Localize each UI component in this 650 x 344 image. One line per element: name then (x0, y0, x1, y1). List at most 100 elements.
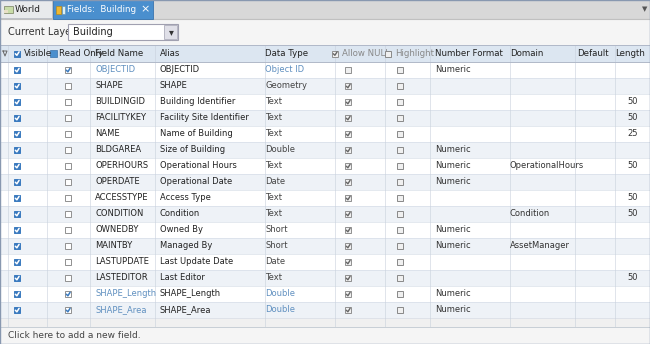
Text: Numeric: Numeric (435, 178, 471, 186)
Text: Building Identifier: Building Identifier (160, 97, 235, 107)
Text: Text: Text (265, 209, 282, 218)
Bar (345, 195, 351, 201)
Text: Current Layer: Current Layer (8, 27, 75, 37)
Text: ACCESSTYPE: ACCESSTYPE (95, 193, 148, 203)
Bar (14, 195, 20, 201)
Text: SHAPE: SHAPE (160, 82, 188, 90)
Text: OPERHOURS: OPERHOURS (95, 161, 148, 171)
Bar (0, 206, 650, 222)
Bar (345, 67, 351, 73)
Text: OBJECTID: OBJECTID (160, 65, 200, 75)
Text: Numeric: Numeric (435, 65, 471, 75)
Bar (0, 142, 650, 158)
Text: Double: Double (265, 305, 295, 314)
Bar (397, 291, 403, 297)
Text: Visible: Visible (24, 49, 52, 58)
Bar (397, 99, 403, 105)
Text: Condition: Condition (160, 209, 200, 218)
Text: Access Type: Access Type (160, 193, 211, 203)
Text: BUILDINGID: BUILDINGID (95, 97, 145, 107)
Bar (0, 45, 650, 62)
Bar (0, 0, 52, 18)
Text: CONDITION: CONDITION (95, 209, 144, 218)
Bar (0, 0, 650, 19)
Bar (397, 179, 403, 185)
Text: SHAPE_Length: SHAPE_Length (160, 290, 221, 299)
Text: Managed By: Managed By (160, 241, 213, 250)
Bar (14, 115, 20, 121)
Bar (0, 190, 650, 206)
Text: Condition: Condition (510, 209, 551, 218)
Bar (397, 227, 403, 233)
Bar (345, 291, 351, 297)
Bar (14, 259, 20, 265)
Bar (14, 179, 20, 185)
Bar (0, 222, 650, 238)
Bar (65, 131, 71, 137)
Text: Operational Hours: Operational Hours (160, 161, 237, 171)
Bar (14, 291, 20, 297)
Bar (397, 243, 403, 249)
Text: Text: Text (265, 114, 282, 122)
Bar (50, 50, 57, 57)
Bar (345, 307, 351, 313)
Bar (14, 307, 20, 313)
Text: Geometry: Geometry (265, 82, 307, 90)
Bar (0, 110, 650, 126)
Bar (65, 259, 71, 265)
Text: Domain: Domain (510, 49, 543, 58)
Text: Click here to add a new field.: Click here to add a new field. (8, 331, 140, 340)
Text: OWNEDBY: OWNEDBY (95, 226, 138, 235)
Text: SHAPE_Area: SHAPE_Area (160, 305, 211, 314)
Text: Text: Text (265, 161, 282, 171)
Bar (332, 51, 338, 56)
Text: OperationalHours: OperationalHours (510, 161, 584, 171)
Bar (397, 163, 403, 169)
Bar (345, 99, 351, 105)
Bar (397, 131, 403, 137)
Text: 50: 50 (627, 97, 638, 107)
Text: OBJECTID: OBJECTID (95, 65, 135, 75)
Bar (0, 19, 650, 45)
Text: Name of Building: Name of Building (160, 129, 233, 139)
Bar (14, 275, 20, 281)
Text: Data Type: Data Type (265, 49, 308, 58)
Bar (0, 94, 650, 110)
Bar (14, 51, 20, 56)
Text: Text: Text (265, 129, 282, 139)
Text: NAME: NAME (95, 129, 120, 139)
Text: Object ID: Object ID (265, 65, 304, 75)
Bar (345, 83, 351, 89)
Text: World: World (15, 4, 41, 13)
Text: 50: 50 (627, 161, 638, 171)
Text: ▼: ▼ (642, 6, 647, 12)
Bar (345, 227, 351, 233)
Bar (0, 270, 650, 286)
Bar (65, 243, 71, 249)
Bar (65, 291, 71, 297)
Bar (397, 115, 403, 121)
Bar (14, 163, 20, 169)
Bar (345, 179, 351, 185)
Bar (345, 115, 351, 121)
Bar (65, 147, 71, 153)
Text: Text: Text (265, 273, 282, 282)
Bar (65, 163, 71, 169)
Bar (14, 147, 20, 153)
Bar (0, 126, 650, 142)
Text: Text: Text (265, 193, 282, 203)
Text: Numeric: Numeric (435, 305, 471, 314)
Bar (0, 302, 650, 318)
Text: Numeric: Numeric (435, 161, 471, 171)
Bar (65, 179, 71, 185)
Bar (385, 51, 391, 56)
Text: Date: Date (265, 178, 285, 186)
Bar (14, 211, 20, 217)
Text: Alias: Alias (160, 49, 181, 58)
Text: Highlight: Highlight (395, 49, 434, 58)
Text: SHAPE_Length: SHAPE_Length (95, 290, 156, 299)
Bar (65, 195, 71, 201)
Bar (0, 158, 650, 174)
Bar (14, 99, 20, 105)
Bar (397, 259, 403, 265)
